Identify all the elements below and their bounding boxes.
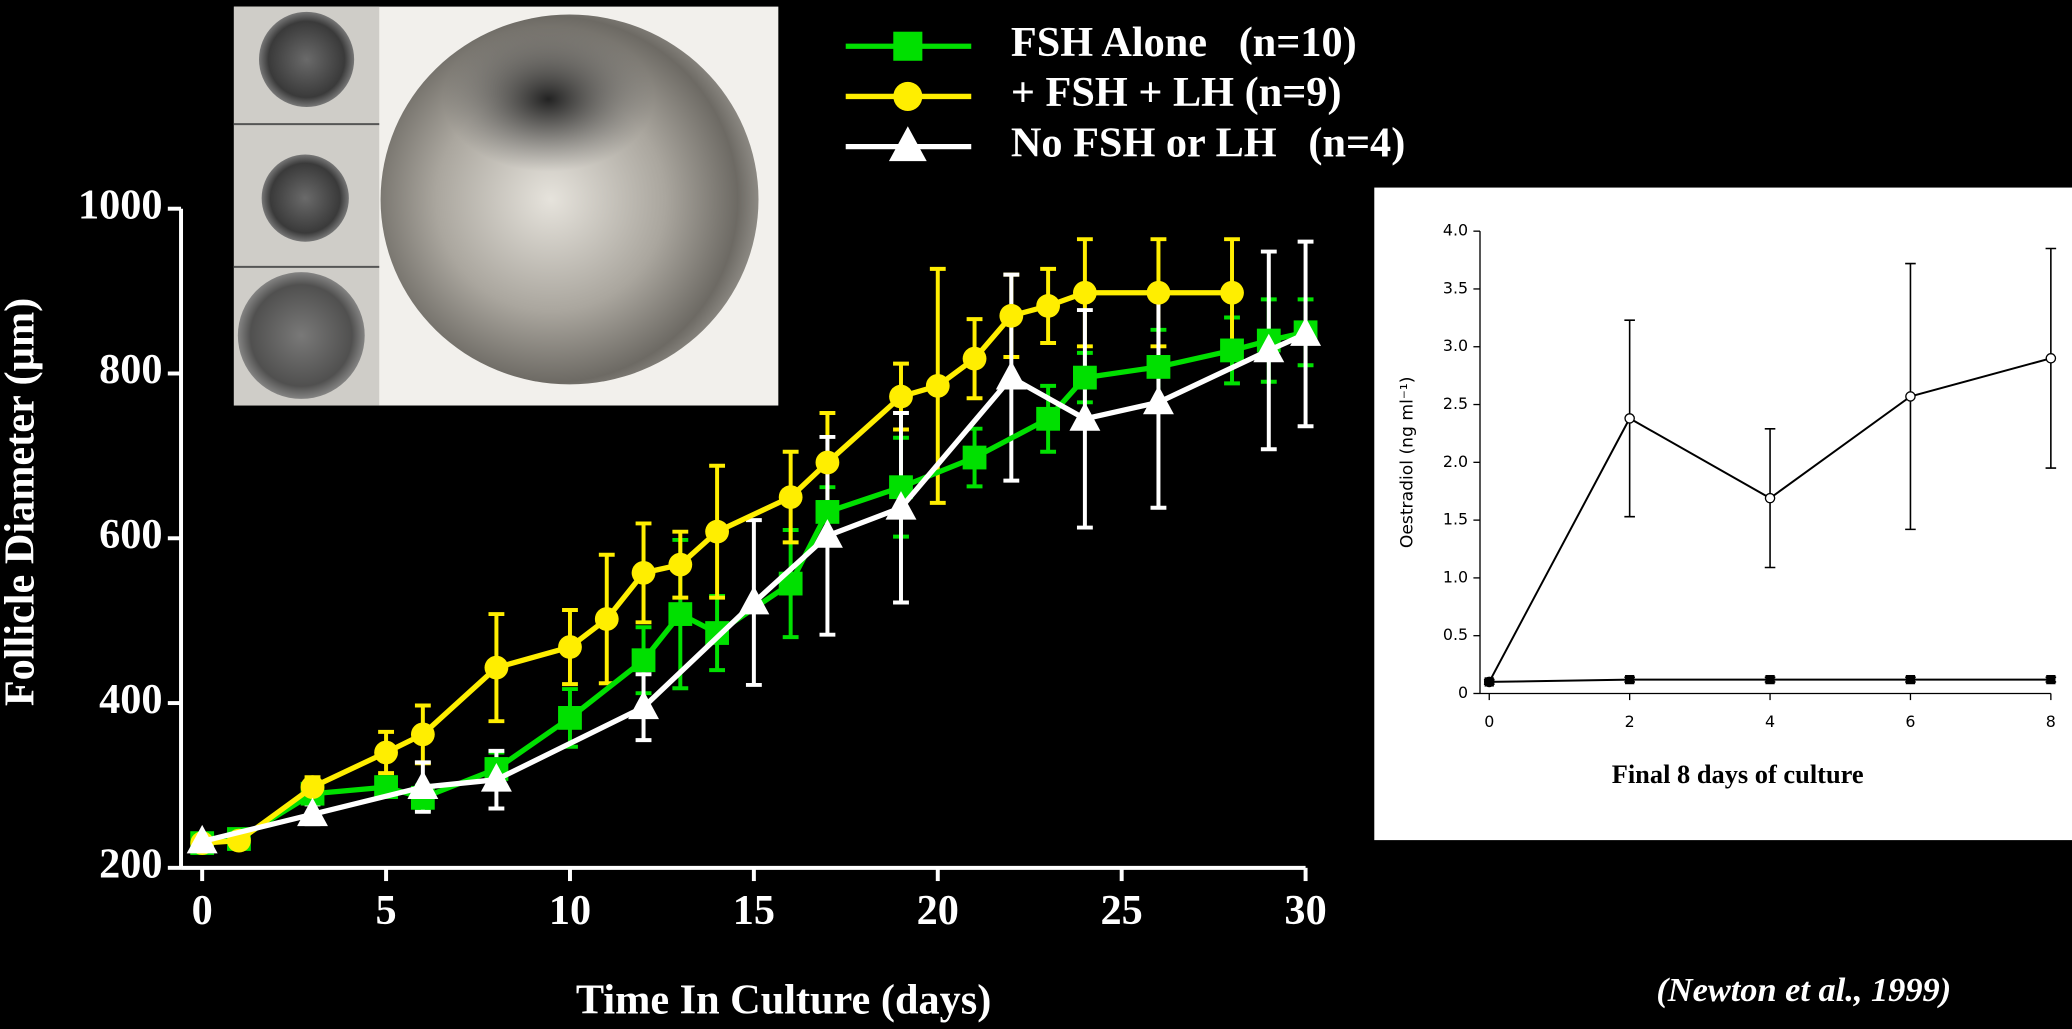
y-axis-label: Follicle Diameter (µm) [0,298,43,706]
data-point [962,346,987,371]
data-point [480,763,512,792]
micrograph [233,6,779,406]
inset-chart: 0 0.5 1.0 1.5 2.0 2.5 3.0 3.5 4.0 0 2 4 6 8 Final 8 da… [1397,221,2057,789]
data-point [705,621,729,645]
data-point [631,560,656,585]
y-tick-label: 3.5 [1443,278,1468,297]
x-tick-label: 20 [917,887,959,934]
x-tick-label: 10 [549,887,591,934]
x-tick-label: 2 [1625,712,1635,731]
y-tick-label: 600 [99,511,162,558]
x-tick-label: 5 [376,887,397,934]
legend-label: + FSH + LH (n=9) [1011,69,1342,116]
data-point [1036,406,1061,431]
inset-panel [1374,187,2072,841]
legend-marker [893,31,923,61]
x-tick-label: 6 [1905,712,1915,731]
y-tick-label: 2.0 [1443,452,1468,471]
data-point [1069,402,1101,431]
data-point [1220,338,1244,363]
oocyte [442,26,655,172]
x-axis-label: Final 8 days of culture [1612,759,1864,789]
data-point [1036,294,1061,318]
data-point [594,607,619,631]
data-point [1220,280,1244,305]
data-point [1625,674,1635,685]
legend-label: FSH Alone (n=10) [1011,19,1357,66]
data-point [2046,674,2056,685]
data-point [885,491,917,520]
y-tick-label: 200 [99,841,162,888]
y-tick-label: 4.0 [1443,221,1468,240]
data-point [1624,413,1635,424]
data-point [1764,492,1776,504]
data-point [778,485,803,509]
data-point [815,500,840,524]
follicle-small [261,154,349,242]
data-point [407,770,439,799]
data-point [705,519,729,544]
y-axis-label: Oestradiol (ng ml⁻¹) [1397,376,1417,548]
data-point [628,690,659,720]
x-tick-label: 4 [1765,712,1775,731]
x-axis-label: Time In Culture (days) [576,977,991,1024]
y-tick-label: 800 [99,346,162,393]
data-point [1146,355,1171,379]
data-point [738,585,770,615]
data-point [999,303,1024,328]
data-point [2045,353,2057,364]
data-point [1765,674,1775,685]
data-point [1290,317,1322,346]
data-point [410,722,435,747]
y-tick-label: 3.0 [1443,336,1468,355]
data-point [962,445,987,470]
data-point [1142,385,1174,415]
follicle-small [237,272,365,399]
data-point [811,519,843,548]
y-tick-label: 2.5 [1443,394,1468,413]
x-tick-label: 0 [1484,712,1494,731]
follicle-small [259,11,355,107]
legend-marker [893,81,923,111]
data-point [297,797,328,827]
x-tick-label: 15 [733,887,775,934]
data-point [484,655,509,680]
data-point [889,475,913,500]
data-point [558,635,582,659]
data-point [300,775,325,799]
legend-label: No FSH or LH (n=4) [1011,119,1405,166]
data-point [1146,280,1171,305]
y-tick-label: 0.5 [1443,625,1468,644]
data-point [668,602,693,626]
data-point [668,552,693,577]
data-point [1073,280,1097,305]
source-citation: (Newton et al., 1999) [1656,971,1951,1009]
x-tick-label: 0 [192,887,213,934]
x-tick-label: 25 [1101,887,1143,934]
data-point [1905,391,1916,402]
data-point [889,384,913,409]
data-point [186,824,218,854]
y-tick-label: 1.5 [1443,510,1468,529]
data-point [1905,674,1916,685]
data-point [1253,333,1285,363]
data-point [1073,365,1097,390]
y-tick-label: 0 [1458,683,1468,702]
y-tick-label: 1.0 [1443,567,1468,586]
data-point [631,648,656,673]
data-point [1484,677,1494,687]
y-tick-label: 1000 [78,181,163,228]
data-point [558,706,582,730]
data-point [925,373,950,398]
data-point [815,450,840,475]
x-tick-label: 8 [2046,712,2056,731]
y-tick-label: 400 [99,676,162,723]
data-point [995,360,1027,390]
legend-marker [888,126,927,162]
x-tick-label: 30 [1284,887,1326,934]
data-point [374,740,398,765]
